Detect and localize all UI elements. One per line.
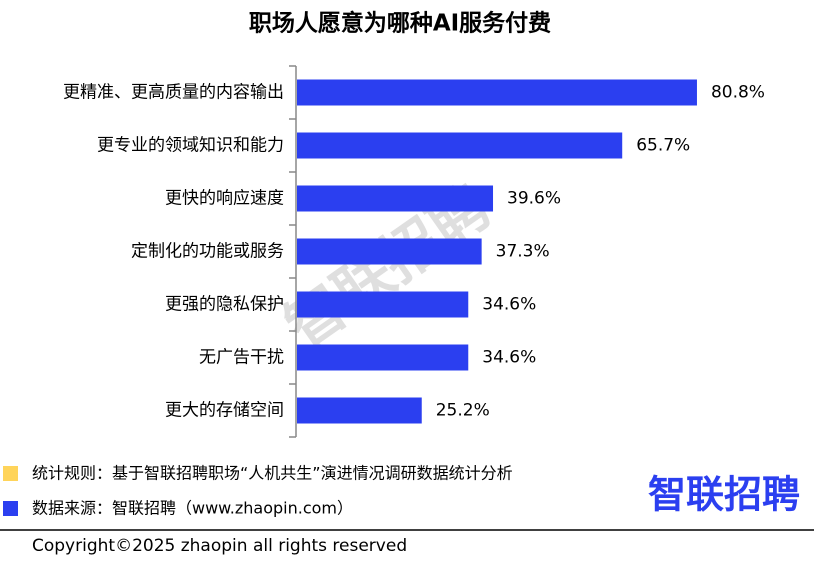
bar [297, 397, 422, 424]
value-label: 34.6% [482, 295, 536, 315]
category-label: 无广告干扰 [199, 348, 284, 368]
category-label: 更大的存储空间 [165, 401, 284, 421]
bar [297, 291, 469, 318]
legend-swatch [3, 501, 18, 516]
bar [297, 238, 482, 265]
note: 数据来源：智联招聘（www.zhaopin.com） [32, 499, 353, 518]
value-label: 80.8% [711, 83, 765, 103]
value-label: 25.2% [436, 401, 490, 421]
bar [297, 344, 469, 371]
category-label: 更精准、更高质量的内容输出 [63, 83, 284, 103]
value-label: 37.3% [496, 242, 550, 262]
category-label: 更强的隐私保护 [165, 295, 284, 315]
bar [297, 132, 623, 159]
value-label: 39.6% [507, 189, 561, 209]
value-label: 65.7% [636, 136, 690, 156]
copyright: Copyright©2025 zhaopin all rights reserv… [32, 536, 407, 556]
chart-title: 职场人愿意为哪种AI服务付费 [249, 10, 551, 37]
category-label: 更快的响应速度 [165, 189, 284, 209]
category-label: 定制化的功能或服务 [131, 242, 284, 262]
category-label: 更专业的领域知识和能力 [97, 136, 284, 156]
value-label: 34.6% [482, 348, 536, 368]
note: 统计规则：基于智联招聘职场“人机共生”演进情况调研数据统计分析 [32, 464, 513, 483]
logo: 智联招聘 [648, 473, 800, 517]
bar [297, 185, 494, 212]
legend-swatch [3, 466, 18, 481]
bar [297, 79, 697, 106]
